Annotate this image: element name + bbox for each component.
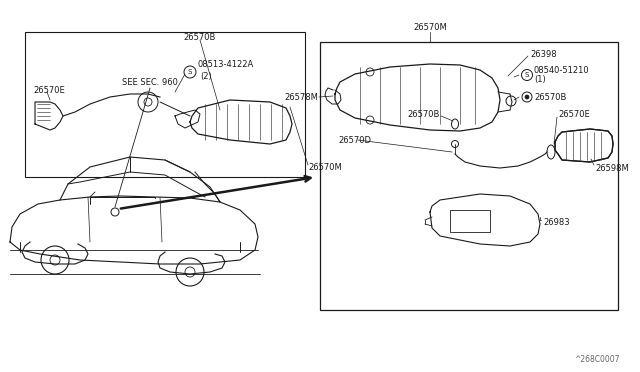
- Bar: [320, 42, 618, 310]
- Text: 26570M: 26570M: [308, 163, 342, 171]
- Bar: [25, 32, 305, 177]
- Text: 26570B: 26570B: [408, 109, 440, 119]
- Text: 26598M: 26598M: [595, 164, 628, 173]
- Text: (1): (1): [534, 74, 546, 83]
- Circle shape: [525, 95, 529, 99]
- Text: 26578M: 26578M: [284, 93, 318, 102]
- Text: 26570E: 26570E: [558, 109, 589, 119]
- Text: (2): (2): [200, 71, 212, 80]
- Text: 26570B: 26570B: [534, 93, 566, 102]
- Text: 26983: 26983: [543, 218, 570, 227]
- Bar: [450, 210, 490, 232]
- Text: 08513-4122A: 08513-4122A: [198, 60, 254, 68]
- Text: 26570D: 26570D: [338, 135, 371, 144]
- Text: 26570E: 26570E: [33, 86, 65, 94]
- Text: S: S: [525, 72, 529, 78]
- Text: 26398: 26398: [530, 49, 557, 58]
- Text: 08540-51210: 08540-51210: [534, 65, 589, 74]
- Text: S: S: [188, 69, 192, 75]
- Text: 26570M: 26570M: [413, 22, 447, 32]
- Text: SEE SEC. 960: SEE SEC. 960: [122, 77, 178, 87]
- Text: 26570B: 26570B: [184, 32, 216, 42]
- Text: ^268C0007: ^268C0007: [575, 355, 620, 364]
